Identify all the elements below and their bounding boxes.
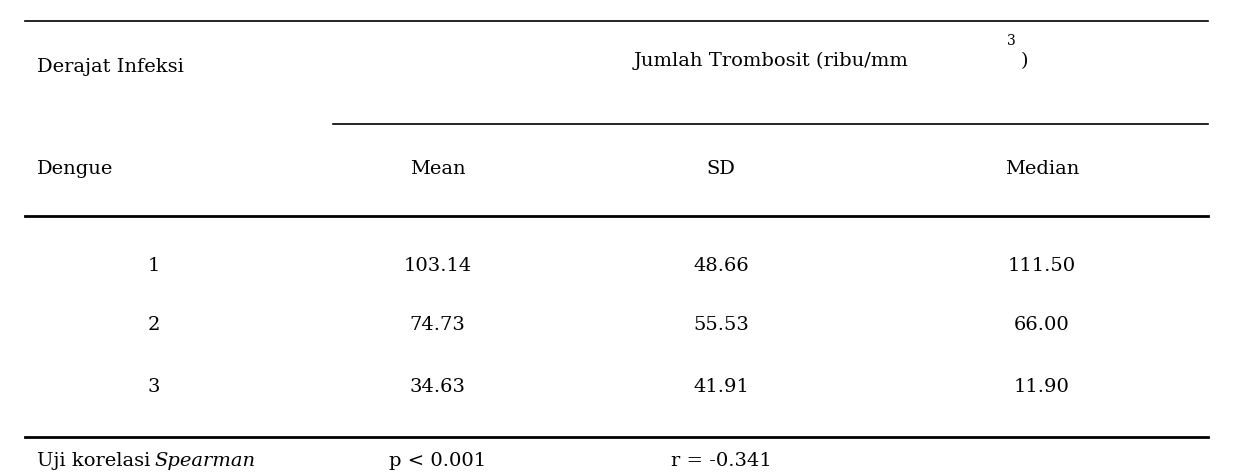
- Text: Median: Median: [1005, 160, 1079, 178]
- Text: 41.91: 41.91: [693, 378, 750, 396]
- Text: 74.73: 74.73: [409, 316, 466, 334]
- Text: Dengue: Dengue: [37, 160, 113, 178]
- Text: 2: 2: [148, 316, 160, 334]
- Text: ): ): [1021, 53, 1028, 70]
- Text: Jumlah Trombosit (ribu/mm: Jumlah Trombosit (ribu/mm: [634, 52, 907, 70]
- Text: 66.00: 66.00: [1014, 316, 1070, 334]
- Text: Jumlah Trombosit (ribu/mm: Jumlah Trombosit (ribu/mm: [634, 52, 907, 70]
- Text: 111.50: 111.50: [1007, 257, 1076, 275]
- Text: 11.90: 11.90: [1014, 378, 1070, 396]
- Text: 34.63: 34.63: [409, 378, 466, 396]
- Text: 48.66: 48.66: [693, 257, 750, 275]
- Text: Mean: Mean: [409, 160, 466, 178]
- Text: 55.53: 55.53: [693, 316, 750, 334]
- Text: 1: 1: [148, 257, 160, 275]
- Text: Uji korelasi: Uji korelasi: [37, 452, 157, 470]
- Text: SD: SD: [707, 160, 736, 178]
- Text: Derajat Infeksi: Derajat Infeksi: [37, 57, 184, 76]
- Text: 103.14: 103.14: [403, 257, 472, 275]
- Text: Spearman: Spearman: [154, 452, 255, 470]
- Text: r = -0.341: r = -0.341: [671, 452, 772, 470]
- Text: 3: 3: [1006, 34, 1016, 48]
- Text: 3: 3: [148, 378, 160, 396]
- Text: p < 0.001: p < 0.001: [390, 452, 486, 470]
